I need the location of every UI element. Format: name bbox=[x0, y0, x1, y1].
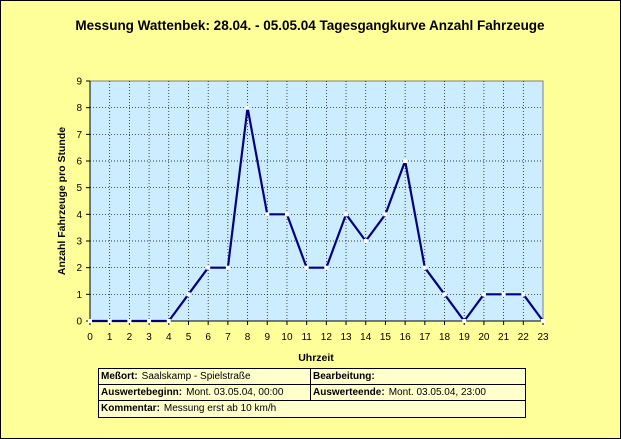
x-tick-label: 20 bbox=[478, 332, 490, 343]
data-point bbox=[304, 265, 309, 270]
y-tick-label: 6 bbox=[76, 157, 82, 168]
x-tick-label: 9 bbox=[264, 332, 270, 343]
x-tick-label: 13 bbox=[340, 332, 352, 343]
x-tick-label: 19 bbox=[459, 332, 471, 343]
data-point bbox=[245, 105, 250, 110]
x-tick-label: 0 bbox=[87, 332, 93, 343]
y-tick-label: 8 bbox=[76, 103, 82, 114]
y-tick-label: 2 bbox=[76, 263, 82, 274]
y-tick-label: 3 bbox=[76, 237, 82, 248]
data-point bbox=[442, 292, 447, 297]
data-point bbox=[481, 292, 486, 297]
plot-area bbox=[89, 80, 544, 322]
x-tick-label: 1 bbox=[107, 332, 113, 343]
y-tick-label: 7 bbox=[76, 130, 82, 141]
y-tick-label: 5 bbox=[76, 183, 82, 194]
data-point bbox=[88, 319, 92, 323]
x-tick-label: 6 bbox=[205, 332, 211, 343]
x-tick-label: 2 bbox=[127, 332, 133, 343]
series-line bbox=[90, 106, 544, 323]
data-point bbox=[166, 319, 171, 323]
x-axis-title: Uhrzeit bbox=[298, 352, 334, 364]
y-tick-label: 0 bbox=[76, 317, 82, 328]
x-tick-label: 11 bbox=[301, 332, 312, 343]
y-tick-label: 1 bbox=[76, 290, 82, 301]
chart-title: Messung Wattenbek: 28.04. - 05.05.04 Tag… bbox=[75, 18, 545, 33]
x-tick-label: 14 bbox=[360, 332, 372, 343]
data-point bbox=[324, 265, 329, 270]
beginn-label: Auswertebeginn: bbox=[101, 387, 183, 398]
bearbeitung-label: Bearbeitung: bbox=[313, 371, 375, 382]
data-point bbox=[107, 319, 112, 323]
data-point bbox=[265, 212, 270, 217]
data-point bbox=[147, 319, 152, 323]
x-tick-label: 23 bbox=[537, 332, 549, 343]
x-tick-label: 10 bbox=[281, 332, 293, 343]
data-point bbox=[186, 292, 191, 297]
beginn-value: Mont. 03.05.04, 00:00 bbox=[186, 387, 284, 398]
x-tick-label: 5 bbox=[186, 332, 192, 343]
data-point bbox=[403, 159, 408, 163]
data-point bbox=[363, 239, 368, 243]
data-point bbox=[284, 212, 289, 217]
data-point bbox=[462, 319, 467, 323]
x-tick-label: 7 bbox=[225, 332, 231, 343]
info-row-zeitraum: Auswertebeginn: Mont. 03.05.04, 00:00 Aus… bbox=[99, 385, 525, 401]
y-tick-label: 9 bbox=[76, 77, 82, 88]
messort-value: Saalskamp - Spielstraße bbox=[141, 371, 251, 382]
x-tick-label: 18 bbox=[439, 332, 451, 343]
x-tick-label: 8 bbox=[245, 332, 251, 343]
x-tick-label: 22 bbox=[518, 332, 530, 343]
ende-value: Mont. 03.05.04, 23:00 bbox=[388, 387, 486, 398]
ende-cell: Auswerteende: Mont. 03.05.04, 23:00 bbox=[311, 385, 525, 400]
kommentar-value: Messung erst ab 10 km/h bbox=[163, 403, 277, 414]
data-point bbox=[225, 265, 230, 270]
info-table: Meßort: Saalskamp - Spielstraße Bearbeitu… bbox=[98, 368, 526, 418]
data-point bbox=[383, 212, 388, 217]
y-axis-title: Anzahl Fahrzeuge pro Stunde bbox=[56, 127, 68, 275]
data-point bbox=[521, 292, 526, 297]
y-tick-label: 4 bbox=[76, 210, 82, 221]
x-tick-label: 3 bbox=[146, 332, 152, 343]
ende-label: Auswerteende: bbox=[313, 387, 385, 398]
x-tick-label: 4 bbox=[166, 332, 172, 343]
x-tick-label: 21 bbox=[498, 332, 510, 343]
beginn-cell: Auswertebeginn: Mont. 03.05.04, 00:00 bbox=[99, 385, 311, 400]
kommentar-cell: Kommentar: Messung erst ab 10 km/h bbox=[99, 401, 525, 416]
x-tick-label: 17 bbox=[419, 332, 431, 343]
x-tick-label: 12 bbox=[321, 332, 333, 343]
data-point bbox=[344, 212, 349, 217]
kommentar-label: Kommentar: bbox=[101, 403, 160, 414]
messort-label: Meßort: bbox=[101, 371, 138, 382]
info-row-messort: Meßort: Saalskamp - Spielstraße Bearbeitu… bbox=[99, 369, 525, 385]
info-row-kommentar: Kommentar: Messung erst ab 10 km/h bbox=[99, 401, 525, 416]
messort-cell: Meßort: Saalskamp - Spielstraße bbox=[99, 369, 311, 384]
data-point bbox=[422, 265, 427, 270]
bearbeitung-cell: Bearbeitung: bbox=[311, 369, 525, 384]
data-point bbox=[206, 265, 211, 270]
x-tick-label: 15 bbox=[380, 332, 392, 343]
x-tick-label: 16 bbox=[400, 332, 412, 343]
data-point bbox=[541, 319, 545, 323]
data-point bbox=[127, 319, 132, 323]
data-point bbox=[501, 292, 506, 297]
